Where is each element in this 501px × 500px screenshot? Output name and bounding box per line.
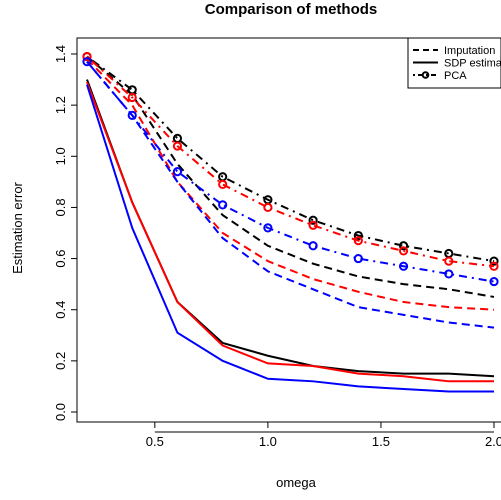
series-line (86, 81, 494, 383)
data-point (308, 215, 318, 225)
data-point (398, 246, 409, 256)
y-tick-label: 0.8 (53, 198, 68, 216)
series-4 (86, 81, 494, 383)
data-point (127, 92, 137, 103)
data-point (308, 241, 318, 251)
series-line (86, 55, 495, 298)
data-point (489, 276, 499, 287)
series-2 (86, 61, 495, 329)
data-point (398, 241, 409, 251)
data-point (398, 261, 409, 271)
data-point (489, 256, 499, 266)
data-point (308, 220, 318, 230)
data-point (172, 167, 183, 177)
y-tick-label: 0.2 (53, 352, 68, 370)
data-point (127, 85, 137, 95)
series-line (86, 61, 495, 329)
data-point (218, 200, 228, 210)
series-line (86, 84, 494, 393)
y-tick-label: 1.2 (53, 96, 68, 114)
y-tick-label: 1.0 (53, 147, 68, 165)
data-point (172, 141, 183, 151)
data-point (489, 261, 499, 271)
series-line (86, 55, 495, 263)
series-3 (86, 79, 495, 378)
data-point (263, 223, 273, 233)
data-point (172, 133, 183, 143)
x-tick-label: 2.0 (485, 434, 501, 449)
legend-marker (421, 71, 430, 79)
x-tick-label: 1.0 (259, 434, 277, 449)
series-0 (86, 55, 495, 298)
data-point (444, 256, 454, 266)
y-tick-label: 1.4 (53, 45, 68, 63)
data-point (444, 248, 454, 259)
data-point (353, 253, 363, 264)
series-line (86, 79, 495, 378)
plot-frame (76, 37, 501, 423)
data-point (353, 236, 363, 246)
series-line (86, 58, 495, 311)
y-tick-label: 0.6 (53, 250, 68, 268)
x-axis-label: omega (276, 475, 317, 490)
chart-title: Comparison of methods (205, 1, 378, 18)
legend-label: PCA (444, 70, 467, 82)
y-axis-label: Estimation error (10, 181, 25, 273)
data-point (444, 269, 454, 279)
data-point (353, 230, 363, 241)
data-point (82, 51, 92, 62)
series-layer (82, 51, 499, 393)
data-point (263, 202, 273, 213)
y-tick-label: 0.0 (53, 403, 68, 421)
series-5 (86, 84, 494, 393)
x-tick-label: 1.5 (372, 434, 390, 449)
series-7 (82, 51, 499, 271)
series-line (86, 55, 495, 268)
y-tick-label: 0.4 (53, 301, 68, 319)
legend-label: Imputation (444, 45, 495, 57)
legend-label: SDP estimato (444, 58, 501, 70)
series-line (86, 61, 495, 283)
axes: 0.5 1.0 1.5 2.0 0.0 0.2 0.4 0.6 0.8 1.0 1.2 1.4 (53, 37, 501, 449)
series-1 (86, 58, 495, 311)
data-point (127, 110, 137, 120)
data-point (218, 179, 228, 190)
series-8 (82, 57, 499, 287)
x-tick-label: 0.5 (146, 434, 164, 449)
data-point (82, 57, 92, 67)
